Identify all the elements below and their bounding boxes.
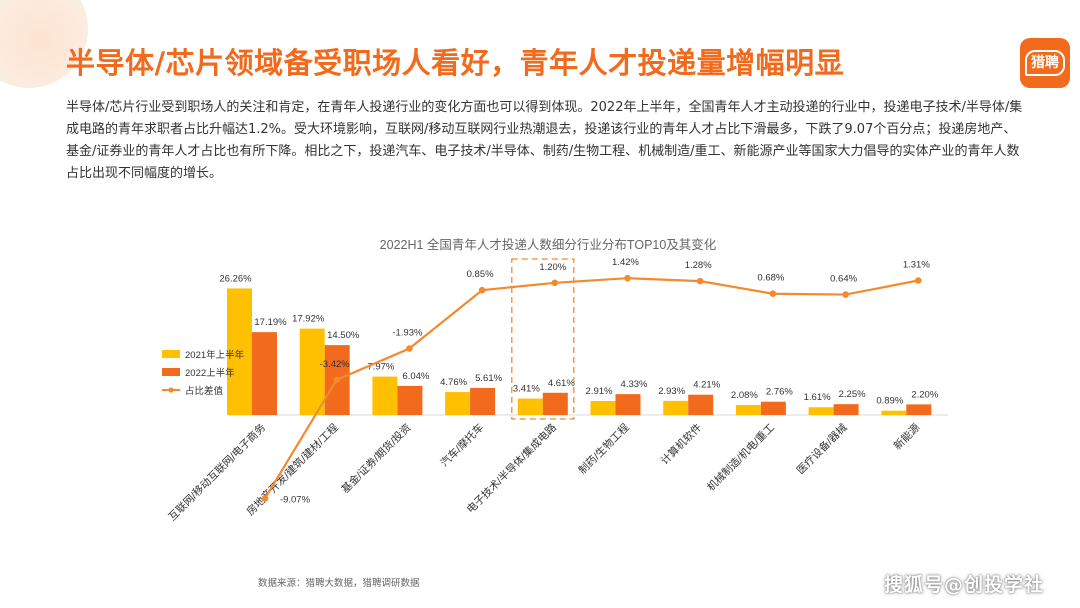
bar-label-2021h1-7: 2.08% <box>731 390 758 401</box>
difference-label-7: 0.68% <box>757 273 784 284</box>
difference-label-2: -1.93% <box>392 328 423 339</box>
bar-label-2021h1-8: 1.61% <box>804 392 831 403</box>
bar-label-2021h1-2: 7.97% <box>367 362 394 373</box>
bar-label-2022h1-2: 6.04% <box>402 371 429 382</box>
category-label-5: 制药/生物工程 <box>576 421 632 477</box>
highlight-box <box>511 258 575 420</box>
difference-line <box>264 277 919 500</box>
bar-2021h1-1 <box>299 328 325 415</box>
category-label-3: 汽车/摩托车 <box>438 421 486 469</box>
body-paragraph: 半导体/芯片行业受到职场人的关注和肯定，在青年人投递行业的变化方面也可以得到体现… <box>66 100 1023 181</box>
bar-2021h1-6 <box>663 400 689 415</box>
difference-label-5: 1.42% <box>612 257 639 268</box>
bar-label-2021h1-3: 4.76% <box>440 377 467 388</box>
liepin-logo: 猎聘 <box>1020 38 1070 88</box>
watermark: 搜狐号@创投学社 <box>884 574 1045 596</box>
bar-2021h1-5 <box>590 400 616 415</box>
legend-swatch-2021h1 <box>162 350 180 358</box>
bar-label-2021h1-6: 2.93% <box>658 386 685 397</box>
category-label-7: 机械制造/机电/重工 <box>704 421 777 494</box>
difference-point-1 <box>333 376 341 384</box>
bar-2022h1-7 <box>760 401 786 415</box>
difference-point-4 <box>551 279 559 287</box>
bar-label-2022h1-0: 17.19% <box>254 317 287 328</box>
legend-marker-difference <box>168 387 174 393</box>
bar-2022h1-2 <box>397 385 423 415</box>
data-source: 数据来源：猎聘大数据，猎聘调研数据 <box>258 578 420 589</box>
category-label-6: 计算机软件 <box>658 421 704 467</box>
difference-label-1: -3.42% <box>320 359 351 370</box>
bar-2021h1-4 <box>517 398 543 415</box>
category-label-8: 医疗设备/器械 <box>794 421 850 477</box>
bar-2021h1-8 <box>808 407 834 415</box>
difference-point-9 <box>915 277 922 284</box>
bar-2022h1-4 <box>542 392 568 415</box>
bar-label-2022h1-7: 2.76% <box>766 387 793 398</box>
chart-title: 2022H1 全国青年人才投递人数细分行业分布TOP10及其变化 <box>380 237 717 252</box>
bar-2021h1-0 <box>227 288 252 415</box>
bar-2021h1-9 <box>881 410 907 415</box>
bar-2022h1-3 <box>470 387 496 415</box>
difference-label-4: 1.20% <box>539 262 566 273</box>
difference-point-8 <box>842 291 849 298</box>
bar-label-2022h1-9: 2.20% <box>911 389 938 400</box>
difference-point-0 <box>261 495 269 502</box>
bar-2022h1-9 <box>906 404 932 415</box>
bar-label-2022h1-8: 2.25% <box>839 389 866 400</box>
bar-2022h1-8 <box>833 404 859 415</box>
bar-label-2021h1-9: 0.89% <box>876 396 903 407</box>
bar-label-2022h1-3: 5.61% <box>475 373 502 384</box>
page-title: 半导体/芯片领域备受职场人看好，青年人才投递量增幅明显 <box>66 46 845 80</box>
bar-label-2022h1-4: 4.61% <box>548 378 575 389</box>
difference-point-5 <box>624 274 631 282</box>
bar-2022h1-0 <box>252 332 277 415</box>
logo-text: 猎聘 <box>1025 50 1065 76</box>
bar-2022h1-6 <box>688 394 714 415</box>
legend-label-2021h1: 2021年上半年 <box>185 349 245 361</box>
bar-2021h1-3 <box>445 392 471 415</box>
bar-2022h1-5 <box>615 394 641 415</box>
difference-label-9: 1.31% <box>903 259 930 270</box>
bar-2021h1-2 <box>372 376 398 415</box>
difference-label-0: -9.07% <box>280 494 311 505</box>
bar-label-2022h1-5: 4.33% <box>621 379 648 390</box>
bar-label-2021h1-5: 2.91% <box>586 386 613 397</box>
legend-label-difference: 占比差值 <box>185 385 224 397</box>
bar-label-2021h1-0: 26.26% <box>219 273 252 284</box>
bar-label-2021h1-1: 17.92% <box>292 314 325 325</box>
difference-point-2 <box>406 345 413 352</box>
legend-swatch-2022h1 <box>162 368 180 376</box>
bar-label-2022h1-1: 14.50% <box>327 330 360 341</box>
bar-2021h1-7 <box>735 404 761 415</box>
difference-label-3: 0.85% <box>467 269 494 280</box>
difference-label-6: 1.28% <box>685 260 712 271</box>
difference-label-8: 0.64% <box>830 274 857 285</box>
bar-label-2022h1-6: 4.21% <box>693 380 720 391</box>
category-label-9: 新能源 <box>891 421 923 453</box>
category-label-2: 基金/证券/期货/投资 <box>339 421 414 496</box>
difference-point-7 <box>769 290 777 298</box>
difference-point-3 <box>478 286 486 294</box>
bar-label-2021h1-4: 3.41% <box>513 384 540 395</box>
legend-label-2022h1: 2022上半年 <box>185 367 235 379</box>
difference-point-6 <box>696 277 704 285</box>
